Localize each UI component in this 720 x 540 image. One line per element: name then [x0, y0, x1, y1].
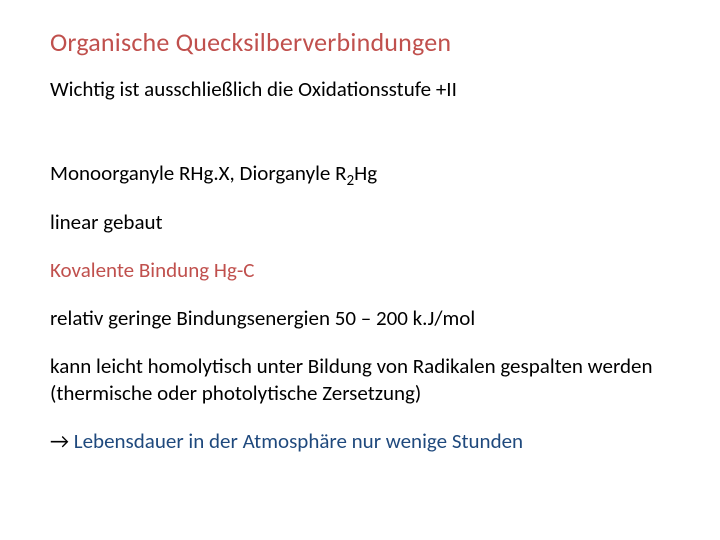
line-oxidation-state: Wichtig ist ausschließlich die Oxidation…	[50, 76, 670, 102]
line-homolysis: kann leicht homolytisch unter Bildung vo…	[50, 353, 670, 406]
slide: Organische Quecksilberverbindungen Wicht…	[0, 0, 720, 540]
line-atmospheric-lifetime: → Lebensdauer in der Atmosphäre nur weni…	[50, 428, 670, 454]
slide-title: Organische Quecksilberverbindungen	[50, 26, 670, 58]
line-linear: linear gebaut	[50, 209, 670, 235]
arrow-icon: →	[50, 428, 74, 454]
line-organyl-types: Monoorganyle RHg.X, Diorganyle R2Hg	[50, 160, 670, 186]
text-lifetime: Lebensdauer in der Atmosphäre nur wenige…	[74, 428, 523, 454]
text-fragment: Hg	[354, 160, 377, 186]
line-covalent-bond: Kovalente Bindung Hg-C	[50, 257, 670, 283]
text-fragment: Monoorganyle RHg.X, Diorganyle R	[50, 160, 347, 186]
line-bond-energy: relativ geringe Bindungsenergien 50 – 20…	[50, 305, 670, 331]
